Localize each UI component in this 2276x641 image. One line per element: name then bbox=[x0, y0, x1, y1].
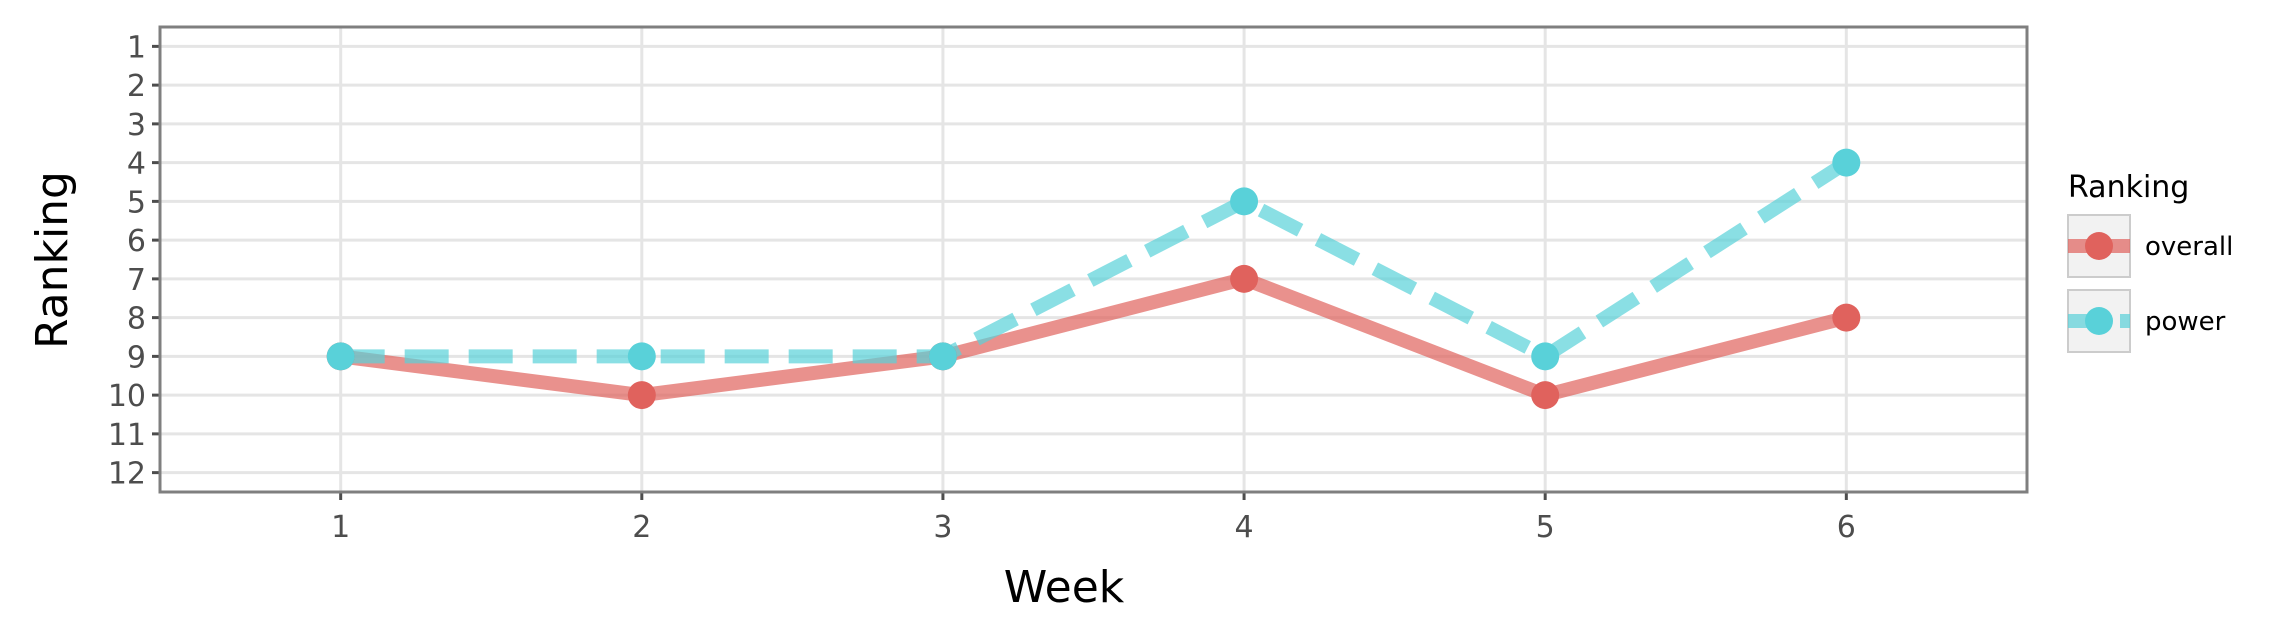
data-point-power bbox=[1832, 148, 1861, 177]
y-tick-label: 11 bbox=[108, 418, 146, 453]
data-point-power bbox=[1230, 187, 1259, 216]
y-tick-label: 7 bbox=[127, 263, 146, 298]
grid bbox=[160, 27, 2027, 492]
x-tick-label: 4 bbox=[1235, 510, 1254, 545]
x-tick-label: 1 bbox=[331, 510, 350, 545]
legend-title: Ranking bbox=[2068, 170, 2189, 205]
series-line-power bbox=[340, 156, 1851, 364]
plot-border bbox=[158, 25, 2029, 494]
y-tick-label: 8 bbox=[127, 302, 146, 337]
series-line-overall bbox=[339, 271, 1849, 403]
data-point-overall bbox=[1531, 381, 1560, 410]
data-point-overall bbox=[1230, 264, 1259, 293]
y-axis-title: Ranking bbox=[27, 171, 78, 349]
y-tick-label: 9 bbox=[127, 340, 146, 375]
legend-label: power bbox=[2145, 307, 2226, 337]
y-tick-label: 2 bbox=[127, 69, 146, 104]
data-point-overall bbox=[1832, 303, 1861, 332]
x-tick-label: 6 bbox=[1837, 510, 1856, 545]
x-tick-label: 2 bbox=[632, 510, 651, 545]
legend-label: overall bbox=[2145, 232, 2233, 262]
legend-key-marker bbox=[2085, 232, 2113, 260]
x-axis-title: Week bbox=[1004, 562, 1125, 613]
y-tick-label: 12 bbox=[108, 457, 146, 492]
data-point-overall bbox=[627, 381, 656, 410]
legend-key-marker bbox=[2085, 307, 2113, 335]
legend: Ranking overall power bbox=[2067, 170, 2233, 353]
data-point-power bbox=[928, 342, 957, 371]
y-tick-label: 6 bbox=[127, 224, 146, 259]
y-tick-label: 10 bbox=[108, 379, 146, 414]
y-tick-label: 4 bbox=[127, 147, 146, 182]
series-lines bbox=[339, 156, 1851, 403]
data-point-power bbox=[1531, 342, 1560, 371]
plot-panel bbox=[160, 27, 2027, 492]
data-point-power bbox=[627, 342, 656, 371]
x-tick-label: 5 bbox=[1536, 510, 1555, 545]
x-tick-label: 3 bbox=[933, 510, 952, 545]
data-point-power bbox=[326, 342, 355, 371]
legend-items: overall power bbox=[2067, 214, 2233, 353]
y-tick-label: 3 bbox=[127, 108, 146, 143]
y-tick-label: 5 bbox=[127, 185, 146, 220]
series-points bbox=[326, 148, 1861, 410]
y-tick-label: 1 bbox=[127, 30, 146, 65]
